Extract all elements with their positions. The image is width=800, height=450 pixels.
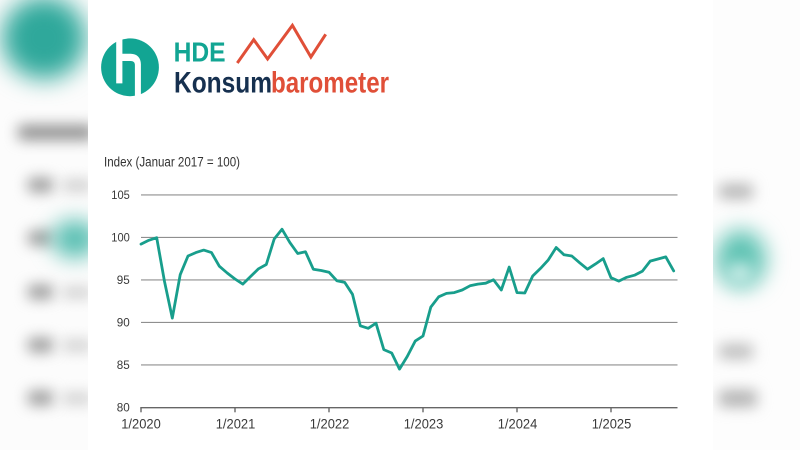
svg-text:1/2023: 1/2023 bbox=[404, 416, 444, 431]
svg-text:100: 100 bbox=[111, 230, 130, 244]
svg-text:barometer: barometer bbox=[271, 66, 389, 99]
svg-text:80: 80 bbox=[117, 400, 130, 414]
svg-text:1/2025: 1/2025 bbox=[592, 416, 632, 431]
svg-text:1/2021: 1/2021 bbox=[216, 416, 256, 431]
svg-text:95: 95 bbox=[117, 273, 130, 287]
svg-text:1/2022: 1/2022 bbox=[310, 416, 350, 431]
svg-text:Index (Januar 2017 = 100): Index (Januar 2017 = 100) bbox=[104, 154, 240, 169]
svg-text:1/2024: 1/2024 bbox=[498, 416, 538, 431]
svg-text:105: 105 bbox=[111, 188, 130, 202]
svg-text:Konsum: Konsum bbox=[174, 66, 272, 99]
svg-text:90: 90 bbox=[117, 315, 130, 329]
svg-text:85: 85 bbox=[117, 358, 130, 372]
svg-text:HDE: HDE bbox=[174, 37, 226, 68]
svg-text:1/2020: 1/2020 bbox=[121, 416, 161, 431]
